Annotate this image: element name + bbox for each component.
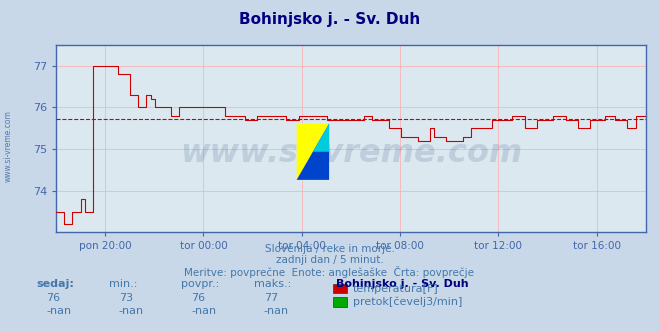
Text: Bohinjsko j. - Sv. Duh: Bohinjsko j. - Sv. Duh	[239, 12, 420, 27]
Text: 76: 76	[46, 293, 60, 303]
Text: zadnji dan / 5 minut.: zadnji dan / 5 minut.	[275, 255, 384, 265]
Text: maks.:: maks.:	[254, 279, 291, 289]
Text: Slovenija / reke in morje.: Slovenija / reke in morje.	[264, 244, 395, 254]
Text: sedaj:: sedaj:	[36, 279, 74, 289]
Text: 76: 76	[191, 293, 205, 303]
Polygon shape	[313, 124, 329, 152]
Text: Meritve: povprečne  Enote: anglešaške  Črta: povprečje: Meritve: povprečne Enote: anglešaške Črt…	[185, 266, 474, 278]
Text: -nan: -nan	[191, 306, 216, 316]
Text: www.si-vreme.com: www.si-vreme.com	[180, 138, 522, 169]
Text: min.:: min.:	[109, 279, 137, 289]
Polygon shape	[297, 124, 329, 180]
Text: povpr.:: povpr.:	[181, 279, 219, 289]
Text: 77: 77	[264, 293, 278, 303]
Text: pretok[čevelj3/min]: pretok[čevelj3/min]	[353, 297, 462, 307]
Polygon shape	[297, 124, 329, 180]
Text: 73: 73	[119, 293, 132, 303]
Text: -nan: -nan	[119, 306, 144, 316]
Text: -nan: -nan	[46, 306, 71, 316]
Text: www.si-vreme.com: www.si-vreme.com	[4, 110, 13, 182]
Text: temperatura[F]: temperatura[F]	[353, 284, 438, 294]
Text: Bohinjsko j. - Sv. Duh: Bohinjsko j. - Sv. Duh	[336, 279, 469, 289]
Text: -nan: -nan	[264, 306, 289, 316]
